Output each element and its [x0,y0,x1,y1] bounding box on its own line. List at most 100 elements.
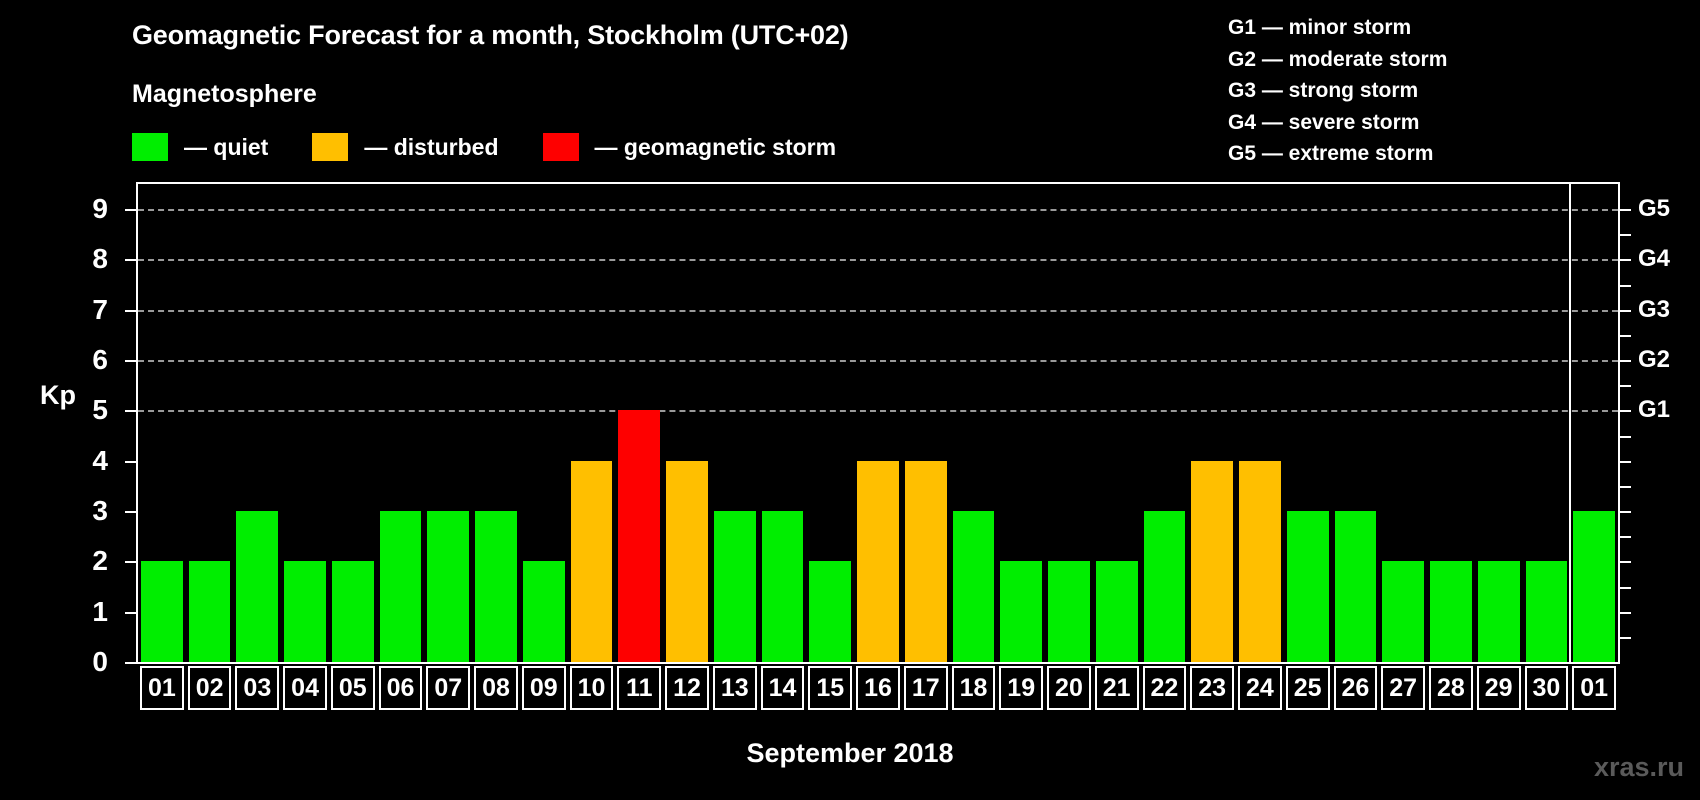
day-label-5: 05 [330,666,375,710]
x-axis-title: September 2018 [746,738,954,768]
bar [1239,460,1281,662]
day-label-30: 30 [1524,666,1569,710]
legend-item: — quiet [132,133,268,161]
g-tick-mark [1619,561,1631,564]
g-tick-mark [1619,209,1631,212]
day-label-26: 26 [1333,666,1378,710]
gridline [138,209,1618,212]
bar [761,511,804,662]
g-tick-mark [1619,410,1631,413]
day-label-23: 23 [1190,666,1235,710]
storm-scale-row: G3 — strong storm [1228,79,1419,102]
gridline [138,360,1618,363]
g-tick-mark [1619,334,1631,337]
day-label-11: 11 [617,666,662,710]
bar [141,561,183,662]
bar [236,511,279,662]
day-label-21: 21 [1094,666,1139,710]
bar [1143,511,1186,662]
plot-area [136,182,1620,664]
bar [427,511,470,662]
day-label-7: 07 [426,666,471,710]
bar [522,561,565,662]
bar [1430,561,1472,662]
g-tick-mark [1619,636,1631,639]
y-tick-label: 5 [92,394,108,426]
day-label-4: 04 [283,666,327,710]
legend-item-label: — disturbed [364,133,499,160]
y-tick-label: 2 [92,545,108,577]
g-tick-mark [1619,611,1631,614]
g-tick-mark [1619,511,1631,514]
g-tick-label-g3: G3 [1638,295,1671,323]
bar [188,561,231,662]
bar [1286,511,1329,662]
y-tick-label: 3 [92,495,108,527]
month-separator [1569,184,1572,662]
bar [1095,561,1138,662]
g-tick-label-g5: G5 [1638,195,1671,223]
g-tick-mark [1619,309,1631,312]
y-tick-mark [125,460,137,463]
bar [952,511,995,662]
day-label-27: 27 [1381,666,1426,710]
g-tick-mark [1619,485,1631,488]
y-tick-mark [125,662,137,664]
day-label-16: 16 [856,666,900,710]
day-label-2: 02 [187,666,232,710]
g-tick-label-g4: G4 [1638,245,1671,273]
g-tick-mark [1619,259,1631,262]
g-tick-mark [1619,460,1631,463]
storm-scale-row: G4 — severe storm [1228,110,1420,134]
g-tick-label-g1: G1 [1638,396,1671,424]
day-label-28: 28 [1429,666,1473,710]
bar [1525,561,1568,662]
y-tick-label: 9 [92,193,108,225]
legend-item-label: — quiet [184,133,269,160]
day-label-17: 17 [903,666,948,710]
bar [570,460,613,662]
y-axis-label: Kp [40,380,76,410]
bar [618,410,661,662]
green-swatch [132,133,168,161]
red-swatch [542,133,579,161]
day-label-12: 12 [665,666,709,710]
g-tick-mark [1619,435,1631,438]
day-label-20: 20 [1047,666,1091,710]
day-label-3: 03 [235,666,280,710]
y-tick-mark [125,611,137,614]
watermark: xras.ru [1593,752,1684,782]
day-label-19: 19 [999,666,1044,710]
day-label-14: 14 [760,666,805,710]
bar [713,511,756,662]
day-label-6: 06 [378,666,423,710]
gridline [138,410,1618,413]
bar [284,561,326,662]
bar [857,460,899,662]
day-label-29: 29 [1476,666,1521,710]
day-label-31: 01 [1572,666,1616,710]
storm-scale-row: G2 — moderate storm [1228,47,1448,71]
bar [475,511,517,662]
g-tick-label-g2: G2 [1638,346,1671,374]
y-tick-label: 1 [92,595,108,627]
g-tick-mark [1619,536,1631,539]
day-label-18: 18 [951,666,996,710]
y-tick-mark [125,511,137,514]
y-tick-label: 7 [92,293,108,325]
legend-item: — disturbed [312,133,499,161]
y-tick-label: 4 [92,444,108,476]
g-tick-mark [1619,284,1631,287]
day-label-9: 09 [521,666,566,710]
y-tick-label: 8 [92,243,108,275]
g-tick-mark [1619,385,1631,388]
bar [904,460,947,662]
y-tick-mark [125,561,137,564]
y-tick-label: 0 [92,646,108,677]
g-tick-mark [1619,586,1631,589]
page-title: Geomagnetic Forecast for a month, Stockh… [132,20,849,50]
day-label-22: 22 [1142,666,1187,710]
gridline [138,309,1618,312]
y-tick-mark [125,259,137,262]
